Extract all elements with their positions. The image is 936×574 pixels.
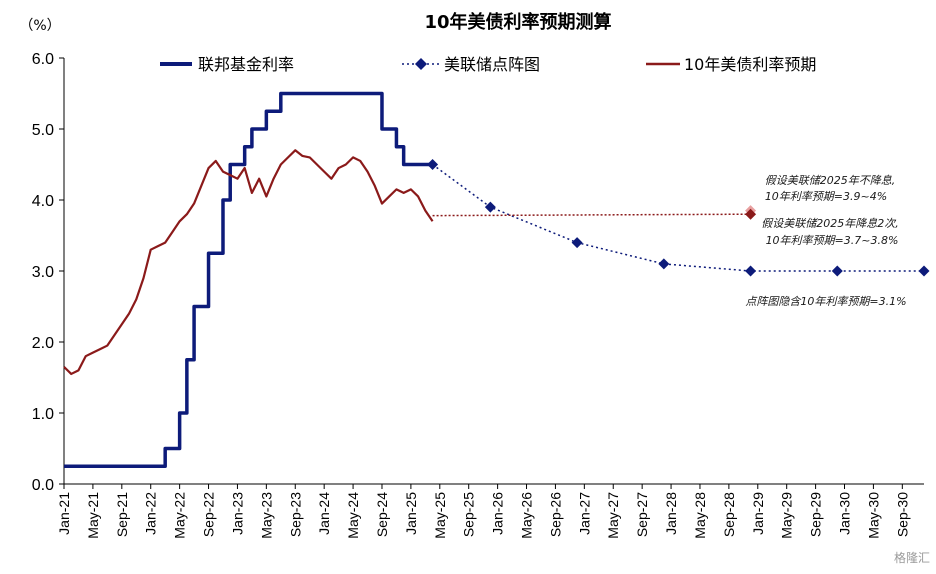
dot-plot-point [658, 258, 670, 270]
x-tick-label: Jan-27 [576, 492, 592, 535]
x-tick-label: May-30 [865, 492, 881, 539]
x-tick-label: May-22 [172, 492, 188, 539]
x-tick-label: Sep-27 [634, 492, 650, 537]
x-tick-label: Sep-30 [894, 492, 910, 537]
legend-marker-dot-plot [415, 58, 427, 70]
x-tick-label: Jan-29 [750, 492, 766, 535]
dot-plot-point [831, 265, 843, 277]
x-tick-label: May-24 [345, 492, 361, 539]
y-tick-label: 2.0 [32, 335, 54, 352]
annotation-no-cut-line1: 假设美联储2025年不降息, [765, 174, 896, 187]
x-tick-label: Sep-23 [287, 492, 303, 537]
dot-plot-point [918, 265, 930, 277]
y-tick-label: 4.0 [32, 193, 54, 210]
x-tick-label: Jan-21 [56, 492, 72, 535]
chart-title: 10年美债利率预期测算 [424, 11, 611, 33]
series-line-3 [432, 213, 751, 217]
y-tick-label: 6.0 [32, 51, 54, 68]
dot-plot-point [745, 265, 757, 277]
legend-label-fed-funds: 联邦基金利率 [198, 55, 294, 74]
watermark: 格隆汇 [894, 550, 930, 565]
y-tick-label: 0.0 [32, 477, 54, 494]
x-tick-label: Jan-28 [663, 492, 679, 535]
annotations: 假设美联储2025年不降息, 10年利率预期=3.9~4% 假设美联储2025年… [745, 174, 906, 308]
x-tick-label: May-26 [519, 492, 535, 539]
x-tick-label: May-23 [258, 492, 274, 539]
y-tick-label: 1.0 [32, 406, 54, 423]
x-tick-label: Jan-22 [143, 492, 159, 535]
y-tick-label: 5.0 [32, 122, 54, 139]
annotation-two-cuts-line2: 10年利率预期=3.7~3.8% [766, 234, 899, 247]
plot-area [63, 91, 930, 468]
x-tick-label: Sep-21 [114, 492, 130, 537]
dot-plot-point [427, 159, 439, 170]
legend-label-dot-plot: 美联储点阵图 [444, 55, 540, 74]
x-tick-label: Jan-25 [403, 492, 419, 535]
x-tick-label: Jan-24 [316, 492, 332, 535]
annotation-two-cuts-line1: 假设美联储2025年降息2次, [761, 217, 899, 230]
x-tick-label: Jan-30 [837, 492, 853, 535]
x-tick-label: Sep-24 [374, 492, 390, 537]
y-axis-label: （%） [19, 18, 60, 34]
x-tick-label: Sep-22 [201, 492, 217, 537]
annotation-no-cut-line2: 10年利率预期=3.9~4% [765, 190, 887, 203]
x-tick-label: May-27 [605, 492, 621, 539]
x-tick-label: Sep-26 [547, 492, 563, 537]
series-line-2 [63, 149, 434, 376]
series-line-0 [64, 91, 433, 468]
x-tick-label: Jan-26 [490, 492, 506, 535]
x-tick-label: May-29 [779, 492, 795, 539]
x-tick-label: Jan-23 [229, 492, 245, 535]
x-tick-label: Sep-28 [721, 492, 737, 537]
dot-plot-point [484, 201, 496, 213]
legend: 联邦基金利率 美联储点阵图 10年美债利率预期 [160, 55, 816, 74]
dot-plot-point [571, 237, 583, 249]
x-tick-label: May-28 [692, 492, 708, 539]
scenario-marker-1 [745, 208, 757, 220]
legend-label-10y-yield: 10年美债利率预期 [684, 55, 816, 74]
y-tick-label: 3.0 [32, 264, 54, 281]
x-tick-label: May-25 [432, 492, 448, 539]
axes: 0.0 1.0 2.0 3.0 4.0 5.0 6.0 Jan-21 May-21 Sep-21 J… [32, 51, 924, 539]
annotation-dot-plot: 点阵图隐含10年利率预期=3.1% [745, 295, 906, 308]
x-tick-label: Sep-29 [808, 492, 824, 537]
x-tick-label: May-21 [85, 492, 101, 539]
x-tick-label: Sep-25 [461, 492, 477, 537]
